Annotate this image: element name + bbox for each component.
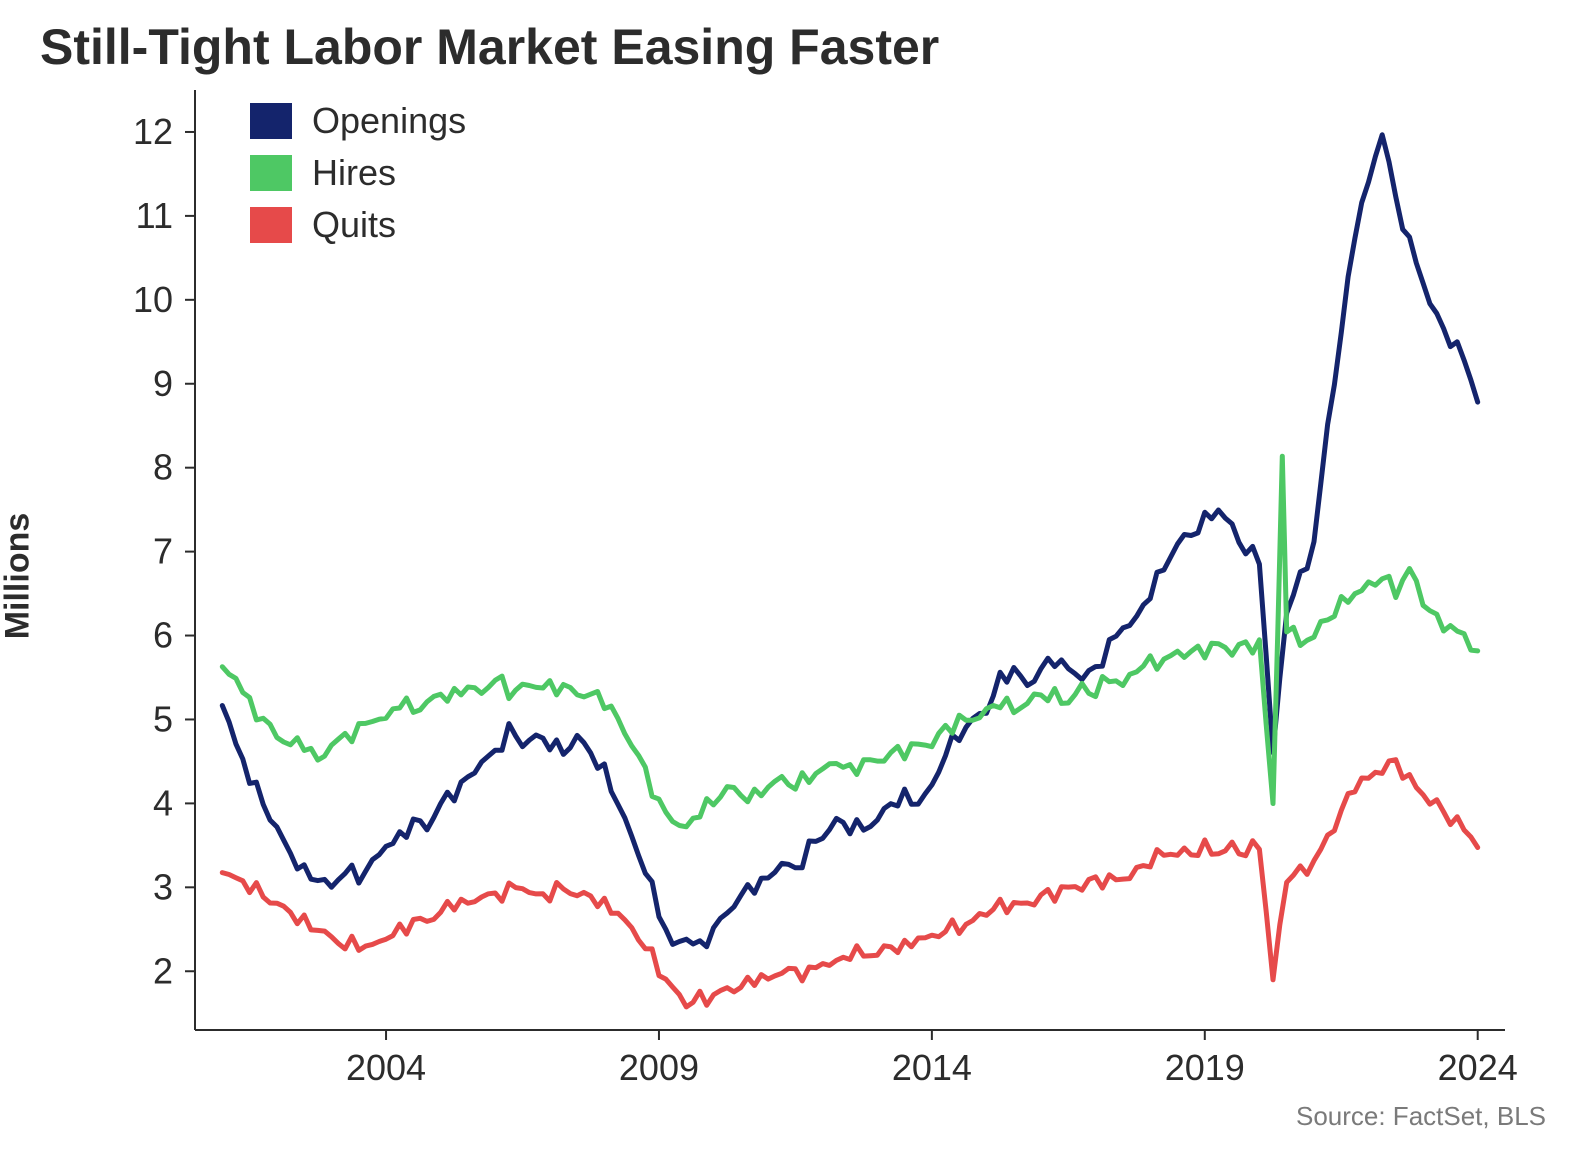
svg-text:2004: 2004	[346, 1047, 426, 1088]
svg-text:2024: 2024	[1438, 1047, 1518, 1088]
svg-text:12: 12	[133, 111, 173, 152]
svg-text:2019: 2019	[1165, 1047, 1245, 1088]
svg-text:9: 9	[153, 363, 173, 404]
series-quits	[222, 760, 1477, 1007]
svg-text:5: 5	[153, 698, 173, 739]
source-attribution: Source: FactSet, BLS	[1296, 1101, 1546, 1132]
svg-text:8: 8	[153, 447, 173, 488]
svg-text:2009: 2009	[619, 1047, 699, 1088]
svg-text:2014: 2014	[892, 1047, 972, 1088]
labor-market-chart: Still-Tight Labor Market Easing Faster O…	[0, 0, 1576, 1152]
plot-area: 2 3 4 5 6 7 8 9 10 11 12 2004 2009 2014 2019 2024	[0, 0, 1576, 1152]
svg-text:11: 11	[136, 195, 173, 236]
svg-text:2: 2	[153, 950, 173, 991]
series-hires	[222, 456, 1477, 827]
svg-text:4: 4	[153, 782, 173, 823]
series-openings	[222, 135, 1477, 947]
svg-text:10: 10	[133, 279, 173, 320]
svg-text:6: 6	[153, 615, 173, 656]
svg-text:7: 7	[153, 531, 173, 572]
svg-text:3: 3	[153, 866, 173, 907]
